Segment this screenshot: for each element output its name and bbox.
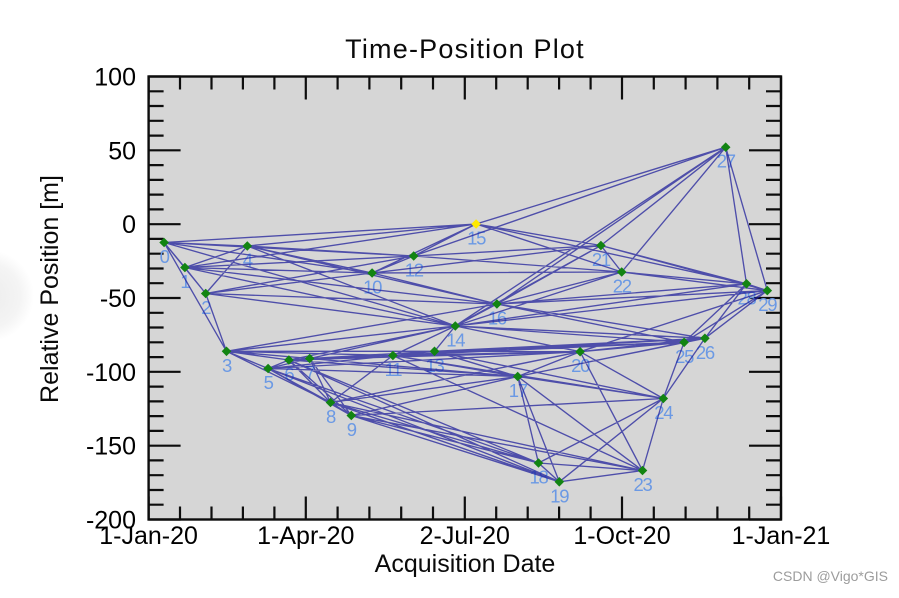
svg-text:26: 26 — [696, 342, 715, 363]
svg-text:0: 0 — [160, 246, 170, 267]
svg-text:1-Jan-20: 1-Jan-20 — [99, 522, 198, 550]
svg-text:-50: -50 — [100, 285, 136, 313]
svg-text:1-Jan-21: 1-Jan-21 — [732, 522, 831, 550]
svg-text:15: 15 — [467, 228, 486, 249]
svg-text:1-Oct-20: 1-Oct-20 — [573, 522, 670, 550]
svg-text:2: 2 — [201, 297, 211, 318]
svg-text:24: 24 — [654, 402, 673, 423]
svg-text:3: 3 — [222, 355, 232, 376]
svg-text:25: 25 — [675, 346, 694, 367]
svg-text:100: 100 — [94, 64, 136, 92]
svg-text:23: 23 — [634, 474, 653, 495]
svg-text:1-Apr-20: 1-Apr-20 — [257, 522, 354, 550]
svg-text:-150: -150 — [86, 433, 136, 461]
svg-text:22: 22 — [613, 276, 632, 297]
svg-text:5: 5 — [264, 372, 274, 393]
svg-text:0: 0 — [122, 211, 136, 239]
svg-text:12: 12 — [405, 260, 424, 281]
svg-text:19: 19 — [550, 485, 569, 506]
svg-text:2-Jul-20: 2-Jul-20 — [420, 522, 510, 550]
svg-text:9: 9 — [347, 419, 357, 440]
svg-text:20: 20 — [571, 355, 590, 376]
svg-text:6: 6 — [284, 364, 294, 385]
svg-text:Acquisition Date: Acquisition Date — [375, 550, 556, 578]
svg-text:13: 13 — [426, 355, 445, 376]
svg-text:11: 11 — [385, 359, 403, 380]
svg-text:29: 29 — [758, 294, 777, 315]
svg-text:14: 14 — [446, 330, 465, 351]
svg-text:50: 50 — [108, 137, 136, 165]
svg-text:17: 17 — [509, 380, 528, 401]
svg-text:4: 4 — [243, 250, 253, 271]
svg-text:7: 7 — [305, 362, 315, 383]
svg-text:8: 8 — [326, 406, 336, 427]
svg-text:-200: -200 — [86, 507, 136, 535]
svg-text:-100: -100 — [86, 359, 136, 387]
svg-text:Time-Position Plot: Time-Position Plot — [345, 34, 585, 64]
svg-text:16: 16 — [488, 308, 507, 329]
svg-text:CSDN @Vigo*GIS: CSDN @Vigo*GIS — [773, 568, 888, 584]
svg-text:Relative Position [m]: Relative Position [m] — [36, 175, 64, 403]
